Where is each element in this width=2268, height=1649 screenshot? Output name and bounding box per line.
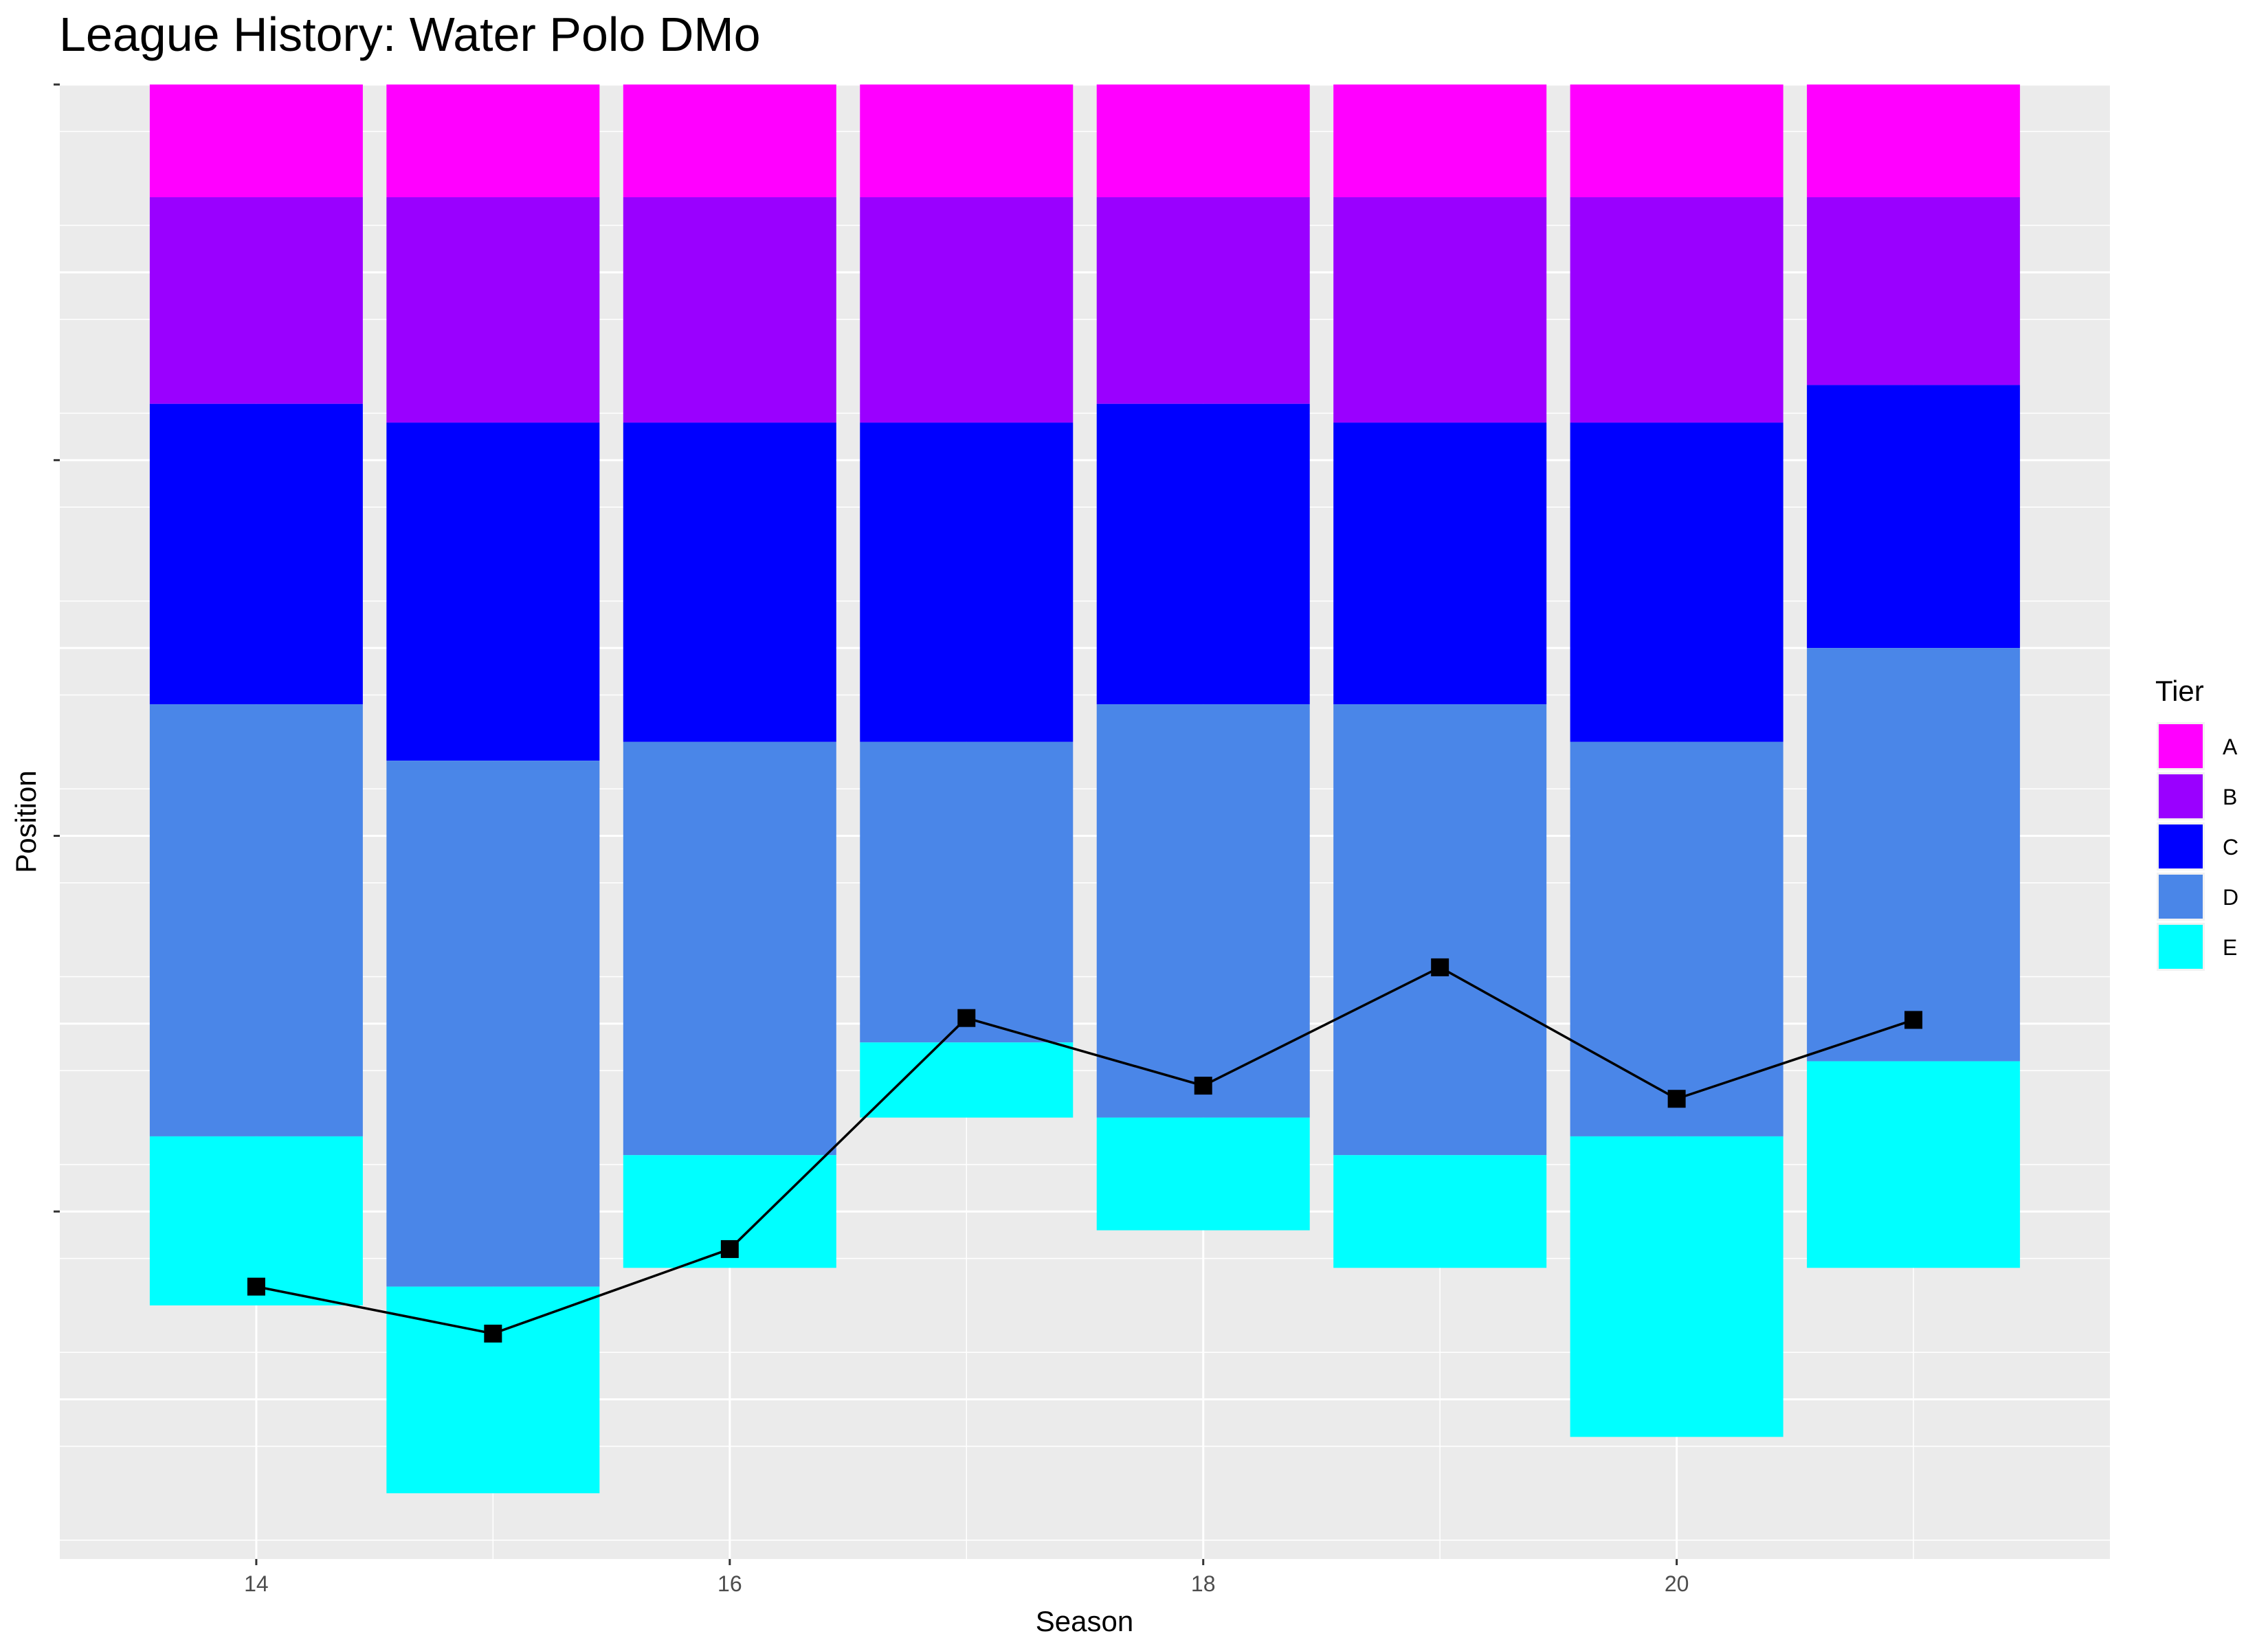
bar-season-16-tier-b [623,197,836,423]
x-tick-label: 14 [244,1571,269,1596]
bar-season-19-tier-e [1333,1155,1547,1268]
bar-season-16-tier-d [623,741,836,1156]
bar-season-20-tier-a [1570,85,1783,198]
position-point-season-21 [1904,1011,1923,1029]
x-tick-label: 18 [1191,1571,1216,1596]
x-axis-title: Season [1036,1605,1133,1637]
bar-season-21-tier-b [1807,197,2021,385]
bar-season-15-tier-a [386,85,600,198]
bar-season-18-tier-e [1096,1117,1310,1231]
position-line-path [256,965,1914,1335]
bar-season-15-tier-e [386,1286,600,1494]
legend-label-d: D [2223,885,2238,910]
plot-panel [60,85,2110,1559]
bar-season-14-tier-b [149,197,363,404]
bar-season-14-tier-a [149,85,363,198]
bar-season-19-tier-b [1333,197,1547,423]
bar-season-16-tier-c [623,423,836,742]
bar-season-18-tier-c [1096,403,1310,705]
bar-season-17-tier-d [860,741,1074,1043]
bar-season-18-tier-d [1096,704,1310,1118]
y-axis-ticks [54,83,60,1213]
bar-season-14-tier-c [149,403,363,705]
bar-season-20-tier-b [1570,197,1783,423]
bar-season-21-tier-c [1807,385,2021,649]
bar-season-15-tier-c [386,423,600,761]
bar-season-17-tier-a [860,85,1074,198]
position-point-season-15 [484,1324,502,1343]
x-tick-label: 20 [1665,1571,1689,1596]
position-point-season-17 [957,1009,976,1027]
bar-season-19-tier-c [1333,423,1547,705]
bar-season-17-tier-c [860,423,1074,742]
bar-season-19-tier-d [1333,704,1547,1156]
legend-label-c: C [2223,835,2238,860]
legend-swatch-e [2159,925,2203,969]
position-point-season-14 [247,1277,265,1296]
bar-season-15-tier-d [386,761,600,1287]
bar-season-17-tier-e [860,1042,1074,1118]
bar-season-20-tier-c [1570,423,1783,742]
legend-swatch-a [2159,724,2203,768]
position-point-season-19 [1431,958,1449,976]
bar-season-21-tier-a [1807,85,2021,198]
position-points [247,958,1923,1343]
position-point-season-20 [1667,1090,1686,1108]
x-axis-ticks: 14 16 18 20 [244,1559,1689,1596]
y-axis-title: Position [10,770,42,873]
legend: Tier A B CDE [2155,675,2238,971]
bar-season-18-tier-a [1096,85,1310,198]
bar-season-21-tier-d [1807,648,2021,1062]
bar-season-19-tier-a [1333,85,1547,198]
position-point-season-18 [1194,1077,1212,1095]
bar-season-20-tier-d [1570,741,1783,1136]
position-line [256,965,1914,1335]
legend-label-a: A [2223,734,2238,759]
bar-season-21-tier-e [1807,1061,2021,1268]
legend-swatch-b [2159,774,2203,818]
position-point-season-16 [720,1239,739,1258]
bar-season-17-tier-b [860,197,1074,423]
legend-title: Tier [2155,675,2204,707]
legend-label-b: B [2223,785,2237,809]
x-tick-label: 16 [718,1571,742,1596]
legend-label-e: E [2223,935,2237,960]
bar-season-15-tier-b [386,197,600,423]
bar-season-16-tier-a [623,85,836,198]
bar-season-18-tier-b [1096,197,1310,404]
bar-season-20-tier-e [1570,1136,1783,1437]
stacked-bars [149,85,2021,1494]
legend-swatch-c [2159,824,2203,868]
bar-season-14-tier-e [149,1136,363,1305]
legend-swatch-d [2159,875,2203,919]
bar-season-14-tier-d [149,704,363,1136]
chart-title: League History: Water Polo DMo [59,8,761,61]
